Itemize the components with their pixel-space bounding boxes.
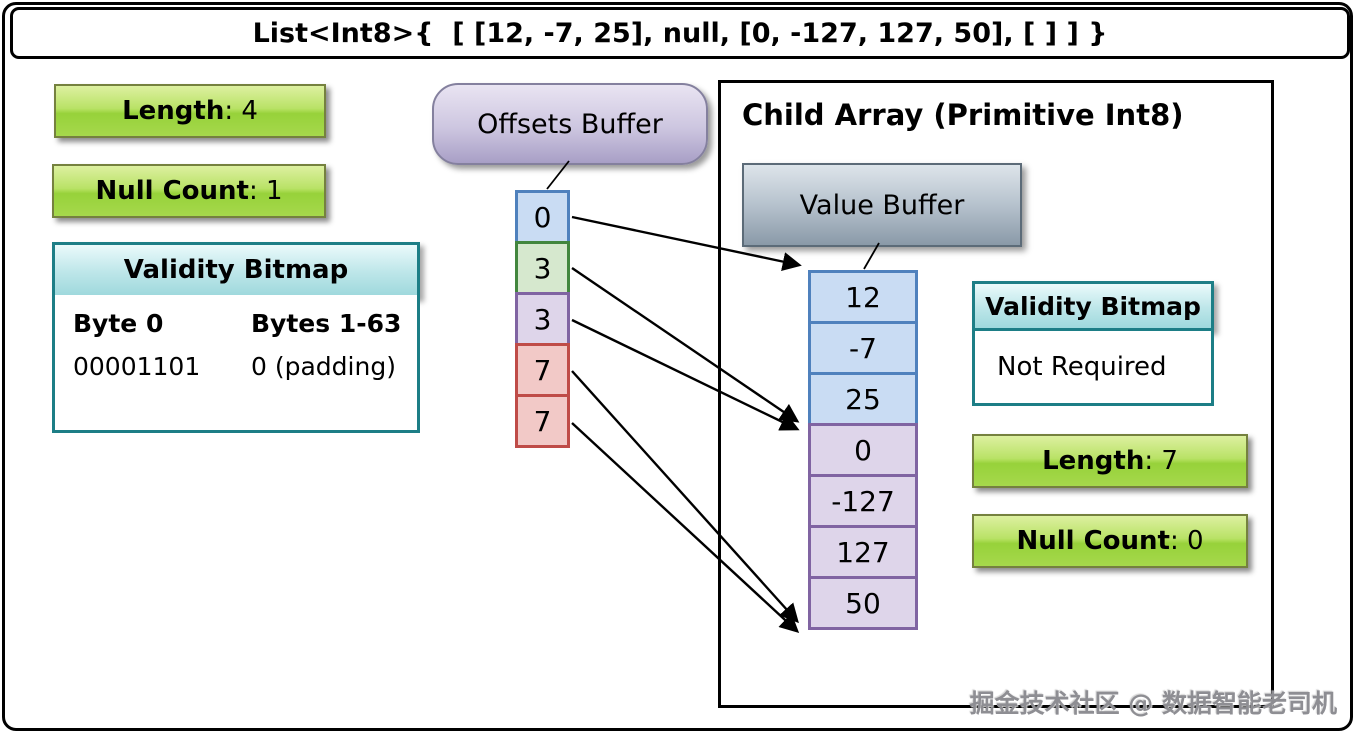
- value-cell-6: 50: [808, 576, 918, 630]
- value-cell-3: 0: [808, 423, 918, 477]
- offsets-buffer-label: Offsets Buffer: [432, 83, 708, 165]
- child-validity-bitmap-title: Validity Bitmap: [985, 291, 1201, 321]
- value-buffer-cells: 12 -7 25 0 -127 127 50: [808, 270, 918, 630]
- validity-col-byte0-header: Byte 0: [73, 309, 164, 338]
- offsets-buffer-title: Offsets Buffer: [477, 108, 663, 140]
- offset-cell-3: 7: [515, 343, 570, 397]
- parent-length-badge: Length: 4: [54, 84, 326, 138]
- parent-validity-bitmap-header: Validity Bitmap: [52, 242, 420, 298]
- offset-cell-1: 3: [515, 241, 570, 295]
- validity-col-byte0-value: 00001101: [73, 352, 201, 381]
- diagram-title-text: List<Int8>{ [ [12, -7, 25], null, [0, -1…: [252, 17, 1108, 49]
- parent-length-value: : 4: [224, 96, 258, 126]
- child-validity-bitmap-body: Not Required: [972, 328, 1214, 406]
- parent-length-label: Length: [122, 96, 225, 126]
- child-length-badge: Length: 7: [972, 434, 1248, 488]
- child-length-value: : 7: [1144, 446, 1178, 476]
- child-length-label: Length: [1042, 446, 1145, 476]
- child-validity-bitmap-header: Validity Bitmap: [972, 281, 1214, 331]
- child-null-count-badge: Null Count: 0: [972, 514, 1248, 568]
- offsets-buffer-cells: 0 3 3 7 7: [515, 190, 570, 448]
- child-validity-not-required: Not Required: [997, 352, 1167, 382]
- parent-validity-bitmap-title: Validity Bitmap: [123, 255, 349, 285]
- child-null-count-label: Null Count: [1016, 526, 1170, 556]
- value-cell-0: 12: [808, 270, 918, 324]
- child-null-count-value: : 0: [1169, 526, 1204, 556]
- value-buffer-label: Value Buffer: [742, 163, 1022, 247]
- value-cell-2: 25: [808, 372, 918, 426]
- diagram-title: List<Int8>{ [ [12, -7, 25], null, [0, -1…: [10, 7, 1350, 59]
- offset-cell-4: 7: [515, 394, 570, 448]
- value-cell-4: -127: [808, 474, 918, 528]
- child-array-title: Child Array (Primitive Int8): [742, 98, 1184, 132]
- parent-validity-bitmap-body: Byte 0 Bytes 1-63 00001101 0 (padding): [52, 295, 420, 433]
- watermark: 掘金技术社区 @ 数据智能老司机: [969, 689, 1337, 718]
- parent-null-count-label: Null Count: [95, 176, 249, 206]
- validity-col-bytes1-63-header: Bytes 1-63: [251, 309, 402, 338]
- value-buffer-title: Value Buffer: [799, 189, 965, 221]
- value-cell-1: -7: [808, 321, 918, 375]
- offset-cell-2: 3: [515, 292, 570, 346]
- parent-null-count-badge: Null Count: 1: [52, 164, 326, 218]
- parent-null-count-value: : 1: [248, 176, 283, 206]
- validity-col-bytes1-63-value: 0 (padding): [251, 352, 396, 381]
- value-cell-5: 127: [808, 525, 918, 579]
- offset-cell-0: 0: [515, 190, 570, 244]
